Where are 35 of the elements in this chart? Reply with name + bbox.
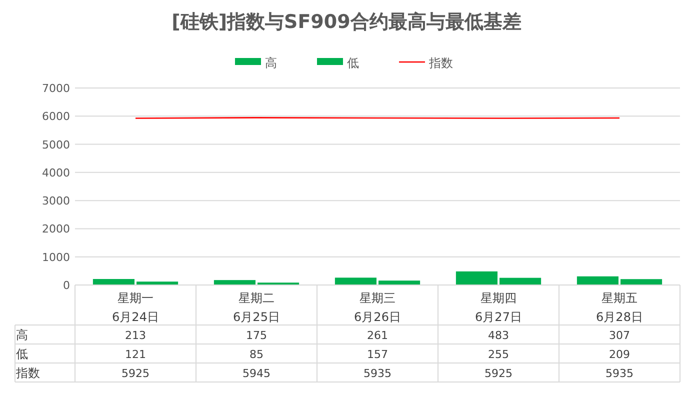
data-label: 261 [367, 329, 388, 342]
y-tick-label: 3000 [42, 194, 70, 208]
data-label: 175 [246, 329, 267, 342]
data-label: 209 [609, 348, 630, 361]
data-label: 5935 [364, 367, 392, 380]
x-tick-label: 星期三 6月26日 [354, 291, 401, 324]
chart-title: [硅铁]指数与SF909合约最高与最低基差 [172, 11, 522, 33]
data-label: 307 [609, 329, 630, 342]
data-label: 255 [488, 348, 509, 361]
y-tick-label: 1000 [42, 250, 70, 264]
data-label: 5925 [122, 367, 150, 380]
data-label: 157 [367, 348, 388, 361]
y-tick-label: 0 [63, 279, 70, 292]
data-label: 85 [250, 348, 264, 361]
data-label: 5945 [242, 367, 270, 380]
y-tick-label: 2000 [42, 222, 70, 236]
y-tick-label: 6000 [42, 110, 70, 124]
y-tick-label: 5000 [42, 138, 70, 152]
y-tick-label: 7000 [42, 82, 70, 95]
y-tick-label: 4000 [42, 166, 70, 180]
data-label: 213 [125, 329, 146, 342]
text: 指数 [16, 366, 40, 380]
text: 低 [16, 347, 28, 361]
data-label: 5935 [606, 367, 634, 380]
data-label: 5925 [484, 367, 512, 380]
legend-label: 低 [347, 56, 359, 70]
data-label: 483 [488, 329, 509, 342]
x-tick-label: 星期二 6月25日 [233, 291, 280, 324]
legend-label: 高 [265, 56, 277, 70]
x-tick-label: 星期一 6月24日 [112, 291, 159, 324]
x-tick-label: 星期四 6月27日 [475, 291, 522, 324]
data-label: 121 [125, 348, 146, 361]
text: 高 [16, 328, 28, 342]
x-tick-label: 星期五 6月28日 [596, 291, 643, 324]
legend-label: 指数 [428, 56, 453, 70]
